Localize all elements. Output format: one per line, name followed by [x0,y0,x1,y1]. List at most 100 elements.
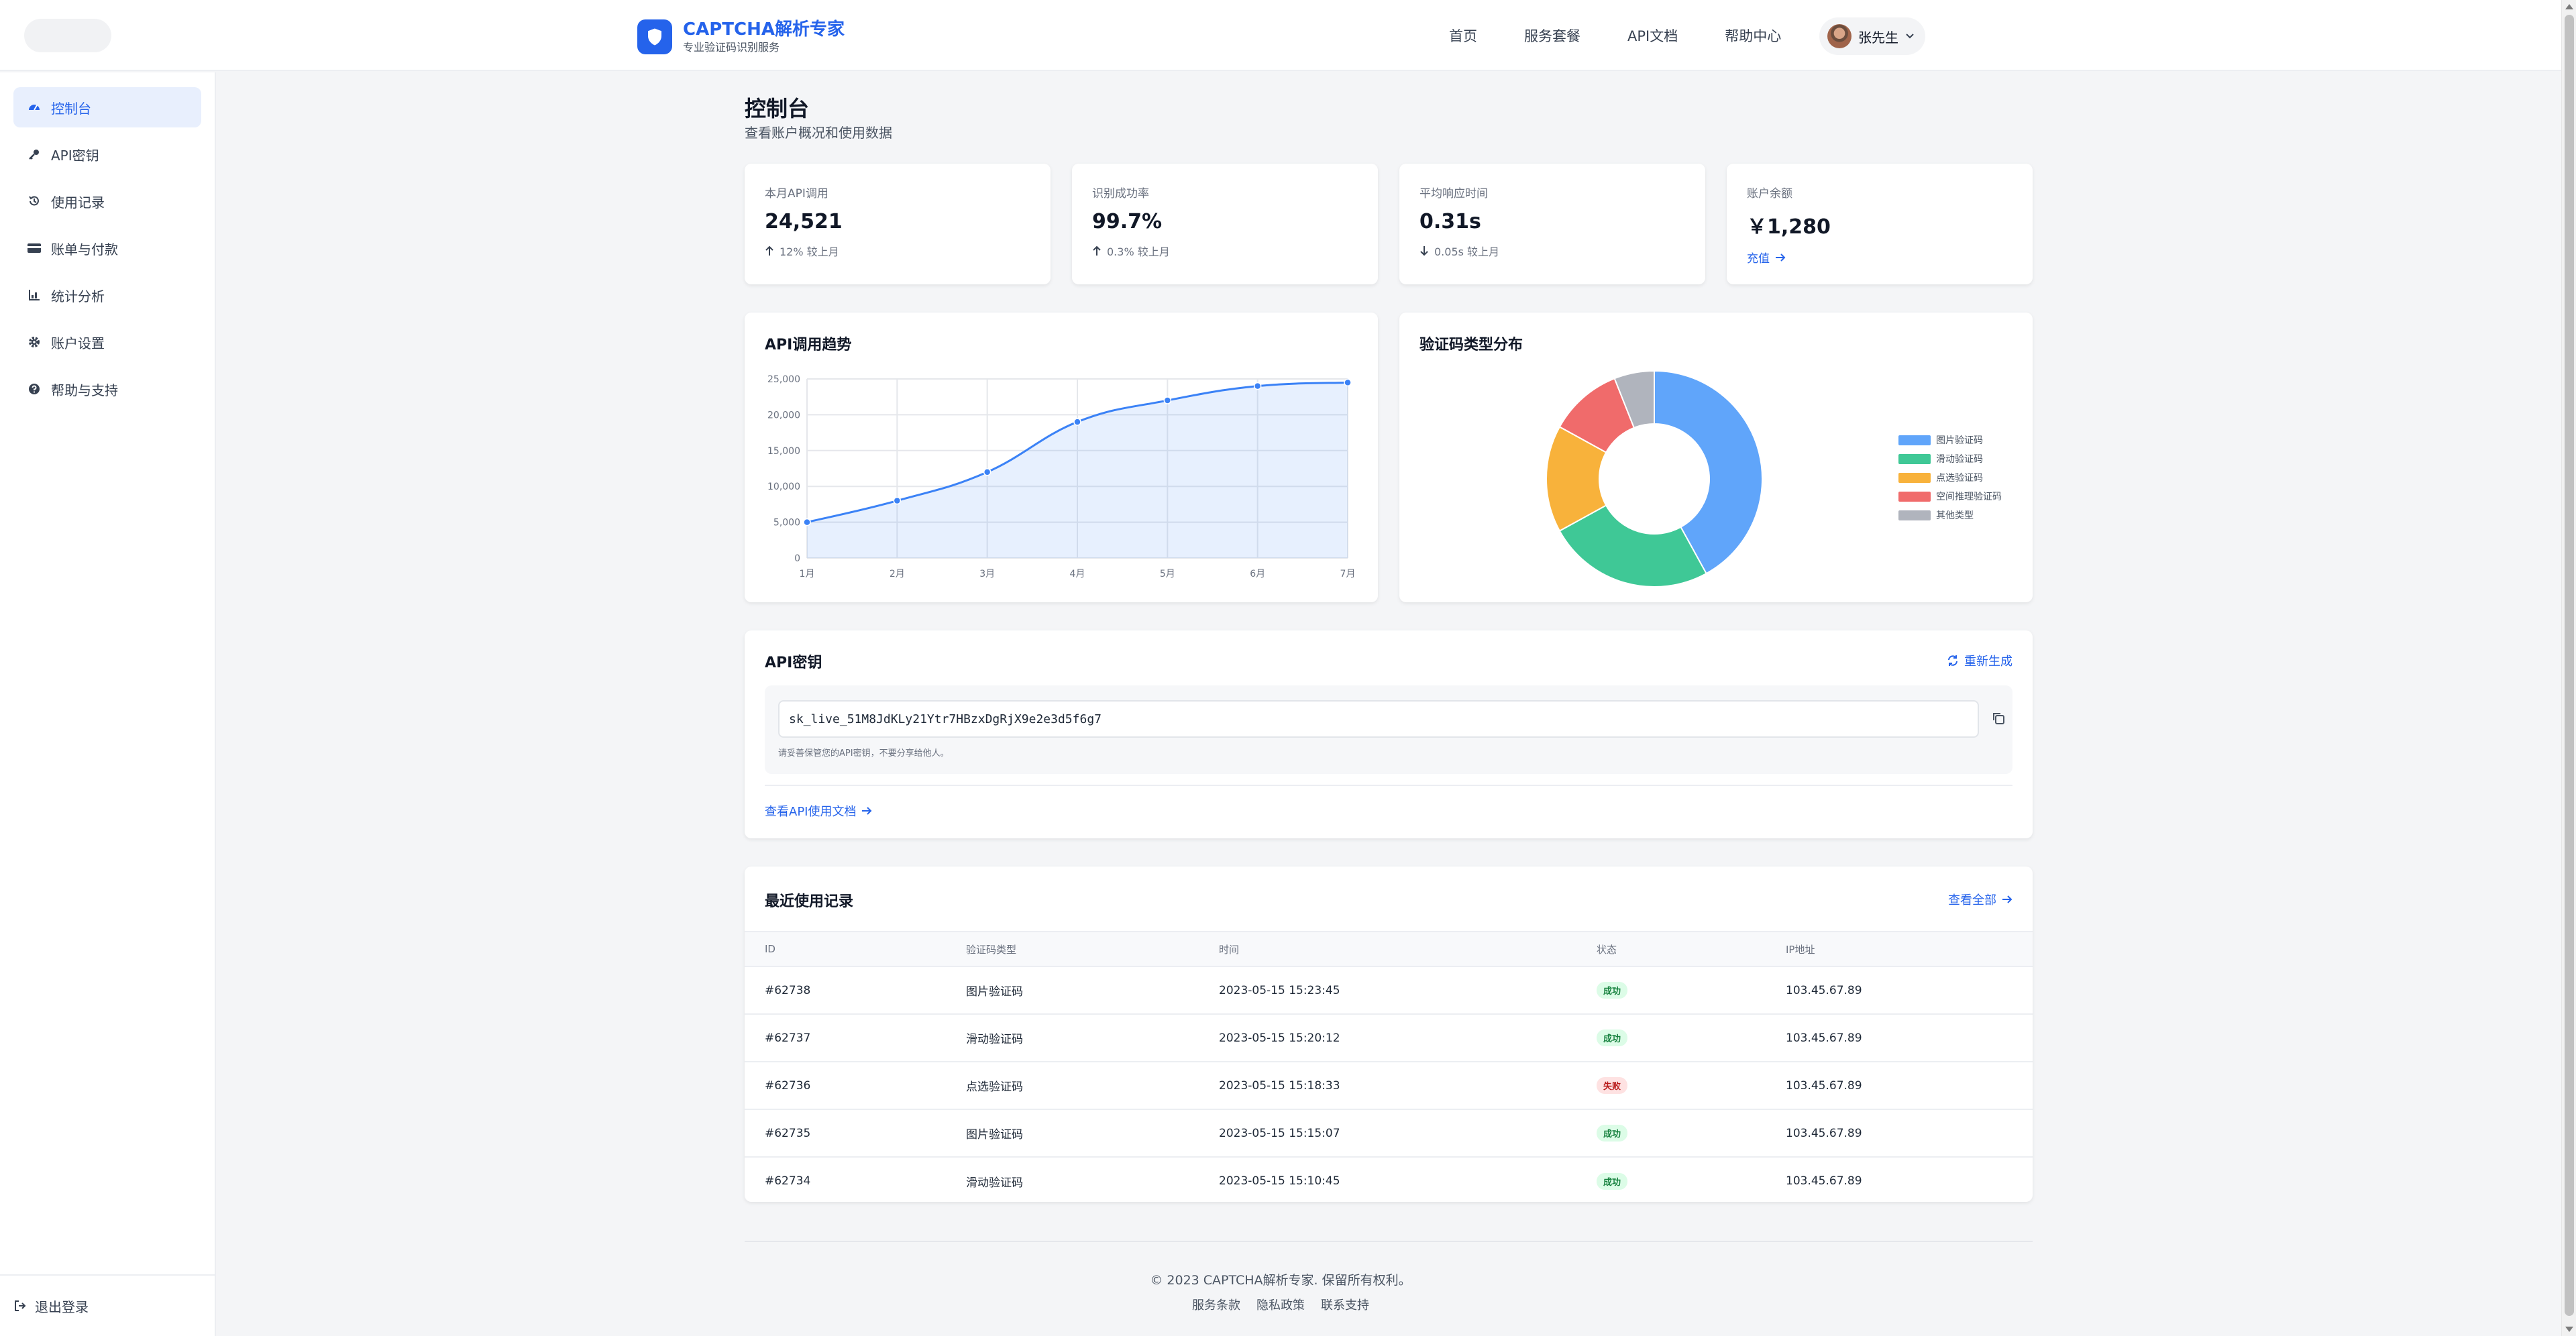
table-row[interactable]: #62736 点选验证码 2023-05-15 15:18:33 失败 103.… [745,1062,2033,1110]
api-key-box: 请妥善保管您的API密钥，不要分享给他人。 [765,685,2012,774]
table-row[interactable]: #62734 滑动验证码 2023-05-15 15:10:45 成功 103.… [745,1157,2033,1202]
stat-card-balance: 账户余额 ￥1,280 充值 [1727,164,2033,284]
logout-button[interactable]: 退出登录 [13,1296,89,1316]
sidebar-item-help[interactable]: 帮助与支持 [13,369,201,409]
regenerate-key-button[interactable]: 重新生成 [1947,652,2012,669]
shield-icon [637,19,672,54]
page-scrollbar[interactable] [2561,0,2576,1336]
nav-plans[interactable]: 服务套餐 [1524,28,1580,44]
copy-icon[interactable] [1991,711,2007,727]
divider [765,785,2012,786]
y-tick-label: 20,000 [767,410,800,421]
view-all-link[interactable]: 查看全部 [1948,891,2012,908]
page-title: 控制台 [745,96,810,121]
placeholder-logo [24,19,111,52]
distribution-chart-card: 验证码类型分布 图片验证码 滑动验证码 点选验证码 空间推理验证码 其他类型 [1399,313,2033,602]
table-row[interactable]: #62737 滑动验证码 2023-05-15 15:20:12 成功 103.… [745,1014,2033,1062]
stat-label: 识别成功率 [1092,187,1149,201]
user-name: 张先生 [1858,29,1898,46]
donut-chart [1546,370,1763,588]
nav-api-docs[interactable]: API文档 [1627,28,1678,44]
nav-home[interactable]: 首页 [1449,28,1477,44]
api-key-card: API密钥 重新生成 请妥善保管您的API密钥，不要分享给他人。 查看API使用… [745,630,2033,838]
legend-swatch [1898,491,1931,502]
cell-id: #62735 [745,1109,946,1158]
x-tick-label: 2月 [890,569,905,579]
pie-slice [1654,370,1763,575]
cell-time: 2023-05-15 15:20:12 [1199,1014,1576,1062]
sidebar-item-label: 控制台 [51,100,91,117]
cell-status: 成功 [1576,1109,1766,1158]
column-header-id: ID [745,931,946,967]
x-tick-label: 1月 [800,569,815,579]
cell-type: 图片验证码 [946,1109,1199,1158]
column-header-type: 验证码类型 [946,931,1199,967]
stat-value: 24,521 [765,210,843,233]
recharge-link[interactable]: 充值 [1747,249,2012,266]
brand[interactable]: CAPTCHA解析专家 专业验证码识别服务 [637,19,845,55]
sidebar-item-settings[interactable]: 账户设置 [13,322,201,362]
cell-time: 2023-05-15 15:18:33 [1199,1062,1576,1110]
legend-swatch [1898,510,1931,520]
sidebar-item-history[interactable]: 使用记录 [13,181,201,221]
legend-swatch [1898,453,1931,464]
sidebar-item-analytics[interactable]: 统计分析 [13,275,201,315]
x-tick-label: 5月 [1160,569,1175,579]
view-all-label: 查看全部 [1948,893,1996,907]
scrollbar-thumb[interactable] [2565,15,2574,1316]
main-content: 控制台 查看账户概况和使用数据 本月API调用 24,521 12% 较上月 识… [745,94,2033,1202]
footer-links: 服务条款 隐私政策 联系支持 [0,1296,2561,1313]
cell-status: 失败 [1576,1062,1766,1110]
sidebar-footer: 退出登录 [0,1274,215,1336]
table-row[interactable]: #62735 图片验证码 2023-05-15 15:15:07 成功 103.… [745,1109,2033,1158]
sidebar: 控制台 API密钥 使用记录 账单与付款 统计分析 账户设置 帮助与支持 [0,72,216,1336]
cell-type: 图片验证码 [946,966,1199,1015]
api-docs-label: 查看API使用文档 [765,805,857,819]
cell-id: #62736 [745,1062,946,1110]
data-point [1344,378,1352,387]
scroll-up-arrow[interactable] [2565,4,2573,9]
table-row[interactable]: #62738 图片验证码 2023-05-15 15:23:45 成功 103.… [745,966,2033,1015]
dashboard-icon [27,100,42,115]
api-docs-link[interactable]: 查看API使用文档 [765,802,872,820]
avatar [1827,24,1851,48]
api-key-title: API密钥 [765,655,822,671]
status-badge: 成功 [1597,982,1628,999]
sidebar-item-label: 使用记录 [51,194,105,211]
legend-item: 图片验证码 [1898,433,2002,447]
footer-link-privacy[interactable]: 隐私政策 [1256,1298,1305,1313]
key-icon [27,147,42,162]
arrow-up-icon [765,245,773,256]
status-badge: 成功 [1597,1125,1628,1142]
stat-card-success-rate: 识别成功率 99.7% 0.3% 较上月 [1072,164,1378,284]
sidebar-item-dashboard[interactable]: 控制台 [13,87,201,127]
gear-icon [27,335,42,349]
legend-item: 空间推理验证码 [1898,490,2002,503]
scroll-down-arrow[interactable] [2565,1327,2573,1332]
line-chart: 0 5,000 10,000 15,000 20,000 25,000 1月 2月 3月 4月 5月… [767,374,1355,579]
cell-id: #62737 [745,1014,946,1062]
sidebar-item-label: 帮助与支持 [51,382,118,398]
data-point [983,468,991,476]
chart-legend: 图片验证码 滑动验证码 点选验证码 空间推理验证码 其他类型 [1898,433,2002,527]
api-key-field[interactable] [778,700,1979,738]
records-title: 最近使用记录 [765,893,854,910]
legend-label: 其他类型 [1936,510,1974,521]
user-menu[interactable]: 张先生 [1819,17,1925,55]
credit-card-icon [27,241,42,256]
stat-label: 平均响应时间 [1419,187,1488,201]
cell-type: 滑动验证码 [966,1176,1023,1190]
footer-link-terms[interactable]: 服务条款 [1192,1298,1240,1313]
arrow-right-icon [862,807,872,815]
sidebar-item-api-key[interactable]: API密钥 [13,134,201,174]
sidebar-item-billing[interactable]: 账单与付款 [13,228,201,268]
footer-link-support[interactable]: 联系支持 [1321,1298,1369,1313]
recent-records-card: 最近使用记录 查看全部 ID 验证码类型 时间 状态 IP地址 #62738 图… [745,867,2033,1202]
cell-time: 2023-05-15 15:23:45 [1199,966,1576,1015]
nav-help[interactable]: 帮助中心 [1725,28,1782,44]
x-tick-label: 6月 [1250,569,1265,579]
cell-status: 成功 [1576,1157,1766,1202]
sidebar-item-label: 统计分析 [51,288,105,304]
cell-ip: 103.45.67.89 [1766,1062,2033,1110]
cell-time: 2023-05-15 15:10:45 [1219,1174,1340,1188]
